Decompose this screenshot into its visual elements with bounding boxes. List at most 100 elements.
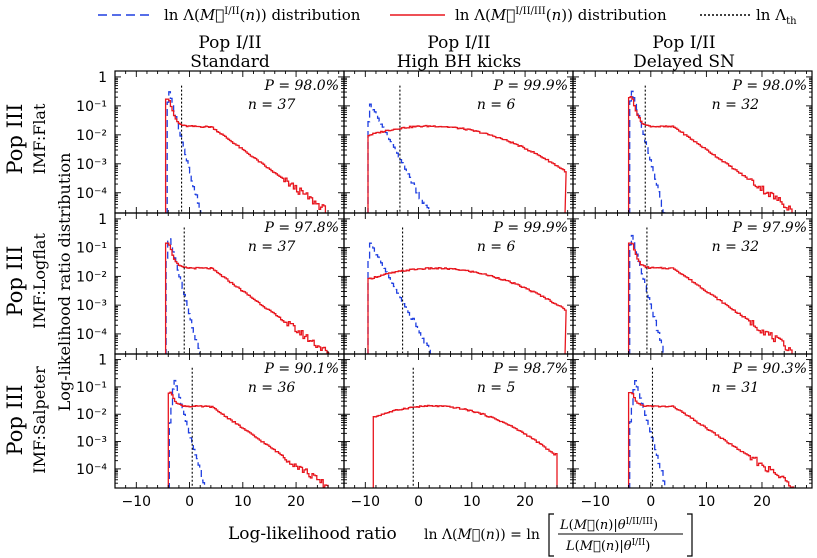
- count-annotation: n = 37: [248, 239, 296, 255]
- formula-bracket-left: [548, 513, 554, 557]
- y-tick-label: 10⁻⁴: [76, 462, 107, 478]
- series-line-I-II-III: [627, 242, 793, 354]
- probability-annotation: P = 97.9%: [731, 220, 807, 236]
- panels-grid: 1 10⁻¹ 10⁻² 10⁻³ 10⁻⁴ P = 98.0% n = 37 P = 99.9…: [76, 70, 813, 510]
- series-line-I-II: [629, 234, 666, 354]
- probability-annotation: P = 99.9%: [492, 220, 568, 236]
- col-title-line2: Delayed SN: [633, 52, 735, 72]
- series-line-I-II-III: [164, 98, 327, 213]
- count-annotation: n = 32: [712, 97, 760, 113]
- col-title-line1: Pop I/II: [652, 33, 715, 53]
- count-annotation: n = 5: [477, 380, 516, 396]
- series-line-I-II-III: [164, 242, 330, 354]
- row-title-line1: Pop III: [3, 246, 27, 317]
- x-tick-label: 10: [697, 494, 715, 510]
- x-axis-label: Log-likelihood ratio: [228, 524, 397, 544]
- probability-annotation: P = 90.3%: [731, 361, 807, 377]
- x-tick-label: 0: [414, 494, 423, 510]
- legend-label-red: ln Λ(M⃗I/II/III(n)) distribution: [455, 6, 667, 24]
- x-tick-label: 10: [234, 494, 252, 510]
- y-tick-label: 10⁻¹: [76, 380, 107, 396]
- count-annotation: n = 37: [248, 97, 296, 113]
- col-title-line1: Pop I/II: [198, 33, 261, 53]
- panel: −10 0 10 20 P = 98.7% n = 5: [343, 353, 574, 510]
- column-titles: Pop I/II Standard Pop I/II High BH kicks…: [190, 33, 735, 72]
- x-tick-label: 0: [185, 494, 194, 510]
- series-line-I-II-III: [367, 124, 567, 213]
- panel: P = 98.0% n = 32: [572, 70, 813, 214]
- panel: P = 99.9% n = 6: [343, 70, 574, 214]
- col-title-line1: Pop I/II: [427, 33, 490, 53]
- series-line-I-II: [629, 379, 668, 488]
- y-tick-label: 10⁻³: [76, 298, 107, 314]
- panel: 1 10⁻¹ 10⁻² 10⁻³ 10⁻⁴ −10 0 10 20 P = 90.1% n = 36: [76, 353, 345, 510]
- y-tick-label: 10⁻³: [76, 435, 107, 451]
- y-tick-label: 1: [98, 70, 107, 86]
- y-tick-label: 10⁻²: [76, 407, 107, 423]
- col-title-line2: High BH kicks: [397, 52, 522, 72]
- x-tick-label: −10: [351, 494, 381, 510]
- legend-label-threshold: ln Λth: [756, 6, 797, 27]
- x-tick-label: 10: [463, 494, 481, 510]
- row-title-line2: IMF:Logflat: [30, 233, 49, 329]
- x-axis-formula: ln Λ(M⃗(n)) = ln: [424, 527, 540, 543]
- series-line-I-II: [165, 238, 201, 354]
- series-line-I-II-III: [367, 267, 567, 354]
- x-tick-label: −10: [122, 494, 152, 510]
- y-tick-label: 10⁻¹: [76, 99, 107, 115]
- count-annotation: n = 32: [712, 239, 760, 255]
- y-tick-label: 1: [98, 353, 107, 369]
- probability-annotation: P = 98.7%: [492, 361, 568, 377]
- panel: P = 97.9% n = 32: [572, 212, 813, 355]
- panel-frame: [572, 353, 813, 489]
- col-title-line2: Standard: [190, 52, 270, 72]
- row-title-line1: Pop III: [3, 104, 27, 175]
- y-tick-label: 10⁻²: [76, 269, 107, 285]
- series-line-I-II: [367, 103, 430, 213]
- count-annotation: n = 36: [248, 380, 296, 396]
- panel: −10 0 10 20 P = 90.3% n = 31: [572, 353, 813, 510]
- series-line-I-II: [367, 242, 431, 354]
- probability-annotation: P = 97.8%: [263, 220, 339, 236]
- formula-denominator: L(M⃗(n)|θI/II): [565, 538, 650, 554]
- count-annotation: n = 6: [477, 239, 516, 255]
- series-line-I-II: [629, 90, 666, 213]
- probability-annotation: P = 90.1%: [263, 361, 339, 377]
- series-line-I-II-III: [167, 391, 329, 488]
- x-tick-label: 20: [753, 494, 771, 510]
- formula-numerator: L(M⃗(n)|θI/II/III): [559, 517, 658, 533]
- count-annotation: n = 31: [712, 380, 759, 396]
- row-title-line2: IMF:Flat: [30, 103, 49, 174]
- row-title-line1: Pop III: [3, 385, 27, 456]
- series-line-I-II: [166, 91, 202, 213]
- panel: 1 10⁻¹ 10⁻² 10⁻³ 10⁻⁴ P = 97.8% n = 37: [76, 212, 345, 355]
- probability-annotation: P = 98.0%: [731, 78, 807, 94]
- y-tick-label: 10⁻⁴: [76, 186, 107, 202]
- row-title-line2: IMF:Salpeter: [30, 366, 49, 474]
- series-line-I-II-III: [627, 96, 793, 213]
- probability-annotation: P = 98.0%: [263, 78, 339, 94]
- y-tick-label: 10⁻³: [76, 157, 107, 173]
- y-tick-label: 1: [98, 212, 107, 228]
- series-line-I-II: [168, 379, 206, 488]
- panel: 1 10⁻¹ 10⁻² 10⁻³ 10⁻⁴ P = 98.0% n = 37: [76, 70, 345, 214]
- x-tick-label: −10: [580, 494, 610, 510]
- legend-label-blue: ln Λ(M⃗I/II(n)) distribution: [164, 6, 361, 24]
- row-titles: Pop III IMF:Flat Pop III IMF:Logflat Pop…: [3, 103, 49, 474]
- x-tick-label: 20: [287, 494, 305, 510]
- x-tick-label: 20: [516, 494, 534, 510]
- y-tick-label: 10⁻⁴: [76, 327, 107, 343]
- x-tick-label: 0: [646, 494, 655, 510]
- probability-annotation: P = 99.9%: [492, 78, 568, 94]
- y-axis-label: Log-likelihood ratio distribution: [55, 153, 74, 412]
- y-tick-label: 10⁻¹: [76, 241, 107, 257]
- panel: P = 99.9% n = 6: [343, 212, 574, 355]
- formula-bracket-right: [687, 513, 693, 557]
- count-annotation: n = 6: [477, 97, 516, 113]
- series-line-I-II-III: [627, 391, 795, 488]
- legend: ln Λ(M⃗I/II(n)) distribution ln Λ(M⃗I/II…: [98, 6, 797, 27]
- series-line-I-II-III: [372, 404, 558, 488]
- y-tick-label: 10⁻²: [76, 128, 107, 144]
- x-axis-label-group: Log-likelihood ratio ln Λ(M⃗(n)) = ln L(…: [228, 513, 693, 557]
